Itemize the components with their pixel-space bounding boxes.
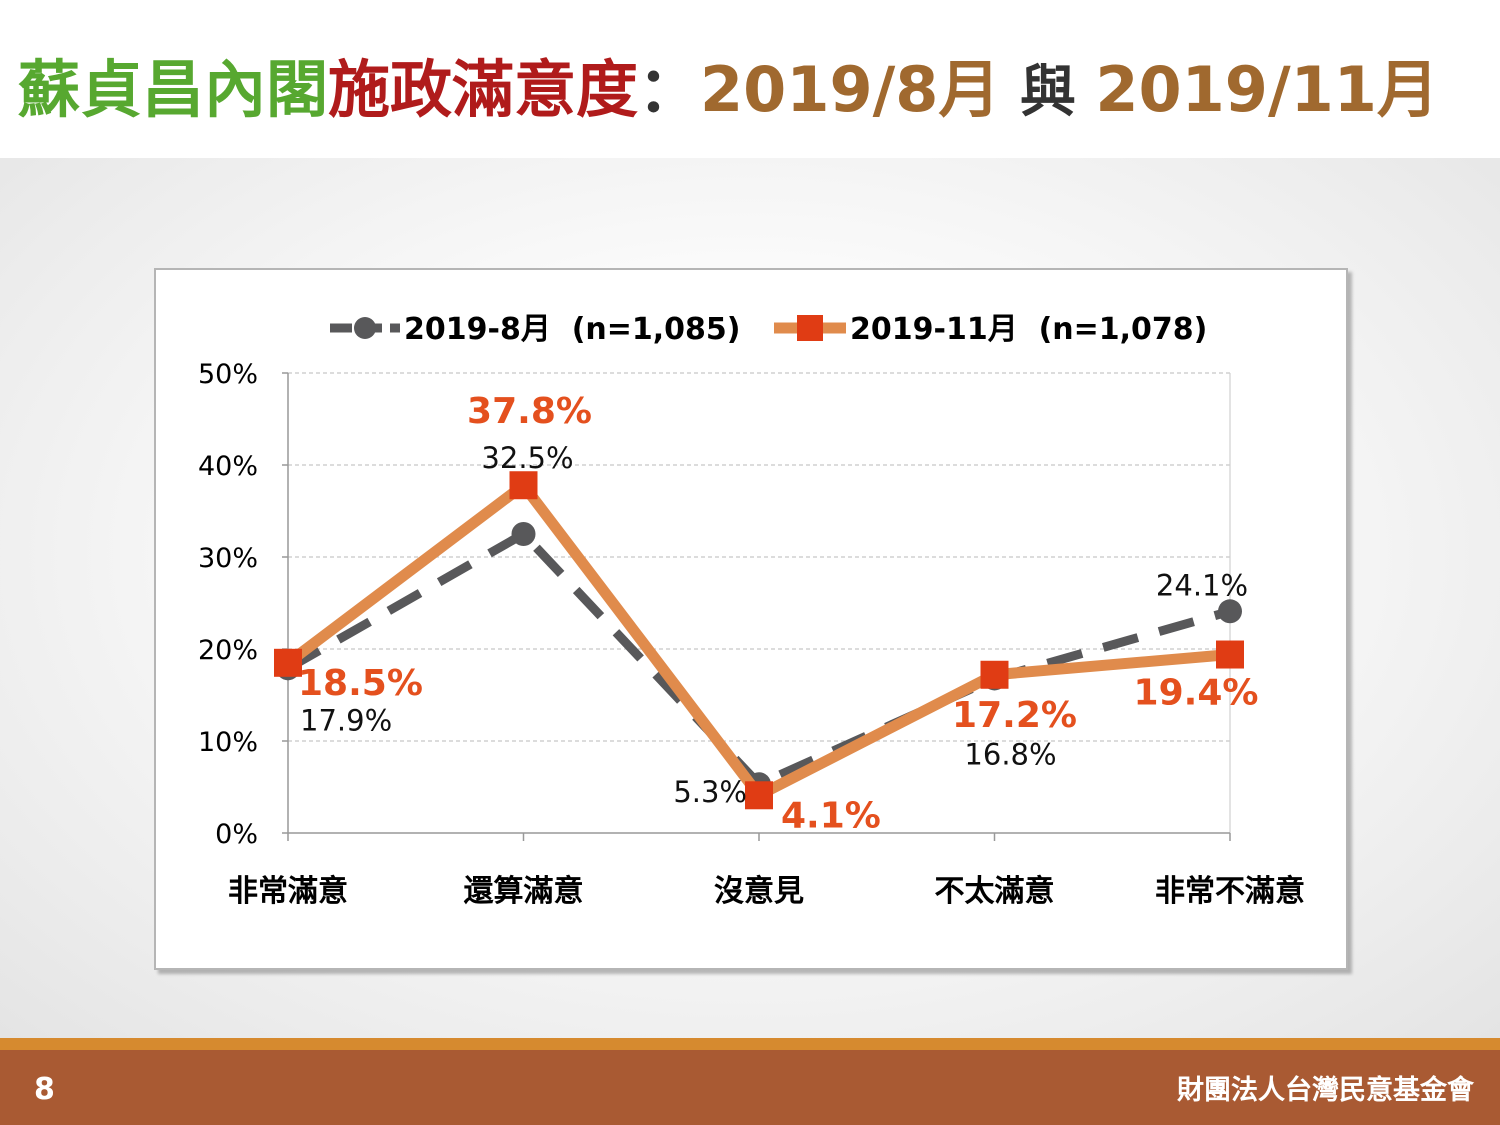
x-tick-label-0: 非常滿意 <box>228 874 348 909</box>
y-tick-label-30: 30% <box>198 543 258 574</box>
legend-label-nov: 2019-11月 (n=1,078) <box>850 312 1207 347</box>
data-label-aug-0: 17.9% <box>300 703 392 737</box>
data-label-aug-1: 32.5% <box>481 441 573 475</box>
x-tick-label-2: 沒意見 <box>714 874 804 909</box>
y-tick-label-40: 40% <box>198 451 258 482</box>
legend-label-aug: 2019-8月 (n=1,085) <box>404 312 741 347</box>
footer-bar <box>0 1050 1500 1125</box>
legend-marker-nov <box>797 315 823 341</box>
chart-frame: 0% 10% 20% 30% 40% 50% 非常滿意 還算滿意 沒意見 不太滿意 非常不滿意 17… <box>154 268 1348 970</box>
title-part-cabinet: 蘇貞昌內閣 <box>18 53 329 126</box>
data-label-nov-0: 18.5% <box>298 663 423 704</box>
x-tick-label-1: 還算滿意 <box>464 874 584 909</box>
data-label-aug-3: 16.8% <box>964 737 1056 771</box>
grid-layer <box>288 372 1231 833</box>
page-number: 8 <box>34 1072 55 1107</box>
series-nov-point-3 <box>980 660 1009 689</box>
organization-name: 財團法人台灣民意基金會 <box>1177 1075 1474 1106</box>
title-part-satisfaction: 施政滿意度 <box>328 53 639 126</box>
series-line-nov <box>284 479 1231 801</box>
series-nov-point-4 <box>1216 640 1244 669</box>
slide-title: 蘇貞昌內閣施政滿意度：2019/8月 與 2019/11月 <box>18 50 1439 133</box>
series-nov-point-1 <box>509 471 538 500</box>
series-nov-point-2 <box>745 781 773 810</box>
series-nov-point-0 <box>274 648 302 677</box>
data-label-nov-1: 37.8% <box>467 391 592 432</box>
line-chart: 0% 10% 20% 30% 40% 50% 非常滿意 還算滿意 沒意見 不太滿意 非常不滿意 17… <box>198 312 1305 909</box>
title-date-aug: 2019/8月 <box>700 53 1001 126</box>
data-label-aug-4: 24.1% <box>1156 568 1248 602</box>
title-date-nov: 2019/11月 <box>1095 53 1439 126</box>
data-label-nov-4: 19.4% <box>1134 673 1259 714</box>
x-tick-label-3: 不太滿意 <box>935 874 1055 909</box>
series-layer <box>274 471 1244 810</box>
title-conjunction: 與 <box>1000 60 1096 125</box>
x-tick-label-4: 非常不滿意 <box>1155 874 1305 909</box>
series-aug-point-4 <box>1218 599 1242 624</box>
y-tick-label-10: 10% <box>198 727 258 758</box>
data-label-aug-2: 5.3% <box>673 775 747 809</box>
data-label-layer: 17.9% 32.5% 5.3% 16.8% 24.1% 18.5% 37.8% 4.1% 17… <box>298 391 1258 836</box>
legend: 2019-8月 (n=1,085) 2019-11月 (n=1,078) <box>330 312 1207 347</box>
title-separator: ： <box>638 53 701 126</box>
y-tick-label-20: 20% <box>198 635 258 666</box>
legend-marker-aug <box>354 317 376 339</box>
title-band <box>0 0 1500 158</box>
footer-accent-line <box>0 1038 1500 1050</box>
y-tick-label-50: 50% <box>198 359 258 390</box>
series-aug-point-1 <box>511 522 536 546</box>
y-tick-label-0: 0% <box>215 819 258 850</box>
data-label-nov-2: 4.1% <box>781 795 881 836</box>
axis-layer: 0% 10% 20% 30% 40% 50% 非常滿意 還算滿意 沒意見 不太滿意 非常不滿意 <box>198 359 1305 909</box>
data-label-nov-3: 17.2% <box>952 695 1077 736</box>
series-line-aug <box>285 529 1232 789</box>
